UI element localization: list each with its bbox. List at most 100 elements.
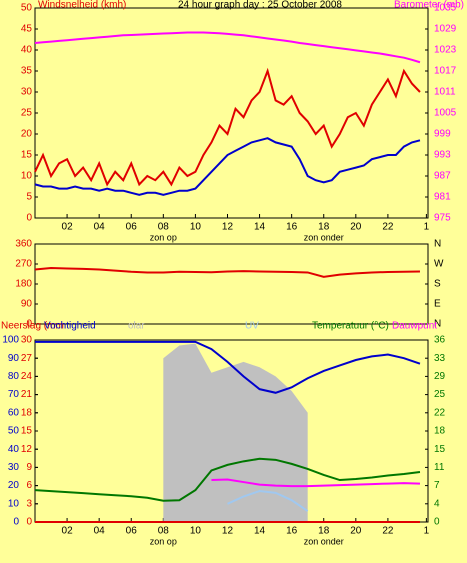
y-tick-label: 1023 [434,45,457,56]
x-tick-label: 14 [254,222,266,233]
y-tick-label: 0 [13,517,19,528]
x-tick-label: 06 [126,222,138,233]
x-tick-label: 06 [126,526,138,537]
annotation: zon op [150,536,177,546]
y-tick-label: 25 [21,108,33,119]
annotation: zon op [150,232,177,242]
annotation: zon onder [304,232,344,242]
y-tick-label: 18 [21,407,33,418]
y-tick-label: 11 [434,462,445,473]
x-tick-label: 08 [158,526,170,537]
y-tick-label: 4 [434,498,440,509]
line [34,67,421,187]
series-label: UV [245,321,259,332]
y-tick-label: 9 [26,462,32,473]
y-tick-label: 25 [434,389,446,400]
series-label: Temperatuur (°C) [312,321,389,332]
y-tick-label: 270 [15,259,32,270]
y-tick-label: 0 [26,517,32,528]
y-tick-label: N [434,239,441,250]
line [211,478,421,488]
y-tick-label: E [434,299,441,310]
y-tick-label: 30 [21,87,33,98]
y-tick-label: 7 [434,480,440,491]
y-tick-label: 27 [21,353,33,364]
y-tick-label: 0 [26,213,32,224]
chart-title: 24 hour graph day : 25 October 2008 [178,0,342,11]
line [34,31,421,64]
y-tick-label: 30 [8,462,20,473]
plot-frame [34,243,429,325]
y-tick-label: 18 [434,426,446,437]
x-tick-label: 16 [286,526,298,537]
y-tick-label: 15 [434,444,446,455]
y-tick-label: 50 [21,3,33,14]
y-tick-label: 90 [8,353,20,364]
line [35,340,421,394]
y-tick-label: 24 [21,371,33,382]
y-tick-label: 999 [434,129,451,140]
y-tick-label: 50 [8,426,20,437]
series-label: Windsnelheid (kmh) [38,0,126,11]
x-tick-label: 16 [286,222,298,233]
y-tick-label: 21 [21,389,33,400]
y-tick-label: 12 [21,444,33,455]
y-tick-label: 70 [8,389,20,400]
x-tick-label: 18 [318,526,330,537]
x-tick-label: 1 [424,222,430,233]
series-label: Neerslag (mm [1,321,64,332]
y-tick-label: 3 [26,498,32,509]
x-tick-label: 12 [222,526,234,537]
y-tick-label: 29 [434,371,446,382]
y-tick-label: 100 [2,335,19,346]
y-tick-label: 6 [26,480,32,491]
x-tick-label: 04 [94,222,106,233]
x-tick-label: 18 [318,222,330,233]
y-tick-label: 0 [434,517,440,528]
y-tick-label: 90 [21,299,33,310]
y-tick-label: 20 [21,129,33,140]
y-tick-label: N [434,319,441,330]
y-tick-label: 35 [21,66,33,77]
x-tick-label: 20 [350,222,362,233]
y-tick-label: 40 [8,444,20,455]
x-tick-label: 10 [190,222,202,233]
series-label: Vochtigheid [44,321,96,332]
y-tick-label: 22 [434,407,446,418]
y-tick-label: 33 [434,353,446,364]
y-tick-label: 1035 [434,3,457,14]
y-tick-label: 20 [8,480,20,491]
y-tick-label: 15 [21,426,33,437]
y-tick-label: S [434,279,441,290]
line [34,457,421,502]
y-tick-label: 10 [21,171,33,182]
y-tick-label: 1017 [434,66,457,77]
y-tick-label: 40 [21,45,33,56]
x-tick-label: 10 [190,526,202,537]
y-tick-label: 975 [434,213,451,224]
x-tick-label: 22 [382,526,394,537]
y-tick-label: 987 [434,171,451,182]
y-tick-label: 180 [15,279,32,290]
y-tick-label: W [434,259,444,270]
y-tick-label: 993 [434,150,451,161]
series-label: Barometer (mb) [394,0,464,11]
y-tick-label: 360 [15,239,32,250]
series-label: olar [128,321,145,332]
x-tick-label: 14 [254,526,266,537]
x-tick-label: 22 [382,222,394,233]
y-tick-label: 10 [8,498,20,509]
y-tick-label: 5 [26,192,32,203]
y-tick-label: 45 [21,24,33,35]
y-tick-label: 1011 [434,87,456,98]
y-tick-label: 60 [8,407,20,418]
x-tick-label: 02 [62,526,74,537]
y-tick-label: 36 [434,335,446,346]
y-tick-label: 15 [21,150,33,161]
line [227,490,309,512]
line [34,137,421,196]
y-tick-label: 80 [8,371,20,382]
y-tick-label: 1005 [434,108,457,119]
x-tick-label: 1 [424,526,430,537]
y-tick-label: 30 [21,335,33,346]
